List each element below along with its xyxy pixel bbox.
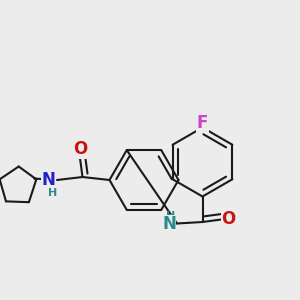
Text: O: O: [73, 140, 88, 158]
Text: H: H: [166, 211, 176, 221]
Text: H: H: [48, 188, 58, 198]
Text: O: O: [221, 210, 236, 228]
Text: N: N: [42, 171, 56, 189]
Text: F: F: [197, 114, 208, 132]
Text: N: N: [162, 215, 176, 233]
